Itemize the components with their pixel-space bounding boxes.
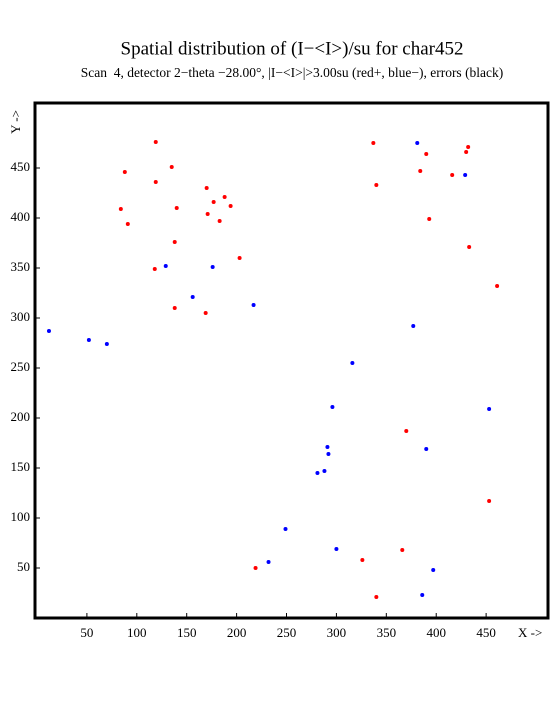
point <box>205 212 210 216</box>
point <box>174 206 179 210</box>
point <box>360 558 365 562</box>
point <box>424 152 429 156</box>
point <box>211 200 216 204</box>
x-tick-label: 300 <box>327 625 347 640</box>
point <box>463 173 468 177</box>
point <box>374 595 379 599</box>
point <box>415 141 420 145</box>
point <box>374 183 379 187</box>
x-tick-label: 450 <box>476 625 496 640</box>
x-tick-label: 150 <box>177 625 197 640</box>
point <box>251 303 256 307</box>
point <box>464 150 469 154</box>
point <box>431 568 436 572</box>
point <box>350 361 355 365</box>
point <box>253 566 258 570</box>
x-tick-label: 50 <box>80 625 93 640</box>
point <box>467 245 472 249</box>
point <box>322 469 327 473</box>
point <box>237 256 242 260</box>
x-tick-label: 100 <box>127 625 147 640</box>
point <box>330 405 335 409</box>
point <box>487 407 492 411</box>
point <box>86 338 91 342</box>
y-tick-label: 200 <box>11 409 31 424</box>
point <box>404 429 409 433</box>
point <box>172 240 177 244</box>
y-tick-label: 350 <box>11 259 31 274</box>
point <box>424 447 429 451</box>
point <box>400 548 405 552</box>
y-tick-label: 150 <box>11 459 31 474</box>
chart-title: Spatial distribution of (I−<I>)/su for c… <box>121 38 464 59</box>
point <box>334 547 339 551</box>
point <box>371 141 376 145</box>
point <box>122 170 127 174</box>
y-tick-label: 250 <box>11 359 31 374</box>
y-tick-label: 300 <box>11 309 31 324</box>
point <box>104 342 109 346</box>
point <box>163 264 168 268</box>
point <box>420 593 425 597</box>
point <box>125 222 130 226</box>
point <box>283 527 288 531</box>
point <box>325 445 330 449</box>
chart-subtitle: Scan 4, detector 2−theta −28.00°, |I−<I>… <box>81 65 504 80</box>
point <box>169 165 174 169</box>
point <box>190 295 195 299</box>
y-tick-label: 450 <box>11 159 31 174</box>
point <box>487 499 492 503</box>
point <box>46 329 51 333</box>
point <box>228 204 233 208</box>
point <box>210 265 215 269</box>
point <box>222 195 227 199</box>
x-axis-label: X -> <box>518 625 542 640</box>
point <box>203 311 208 315</box>
y-axis-label: Y -> <box>8 110 23 134</box>
plot-frame <box>33 101 550 620</box>
point <box>153 140 158 144</box>
point <box>217 219 222 223</box>
point <box>466 145 471 149</box>
x-tick-label: 200 <box>227 625 247 640</box>
point <box>418 169 423 173</box>
point <box>326 452 331 456</box>
x-tick-label: 250 <box>277 625 297 640</box>
point <box>266 560 271 564</box>
x-tick-label: 400 <box>426 625 446 640</box>
point <box>427 217 432 221</box>
point <box>450 173 455 177</box>
point <box>204 186 209 190</box>
point <box>411 324 416 328</box>
point <box>118 207 123 211</box>
y-tick-label: 100 <box>11 509 31 524</box>
point <box>315 471 320 475</box>
y-tick-label: 50 <box>17 559 30 574</box>
x-tick-label: 350 <box>377 625 397 640</box>
y-tick-label: 400 <box>11 209 31 224</box>
point <box>153 180 158 184</box>
point <box>495 284 500 288</box>
point <box>152 267 157 271</box>
point <box>172 306 177 310</box>
